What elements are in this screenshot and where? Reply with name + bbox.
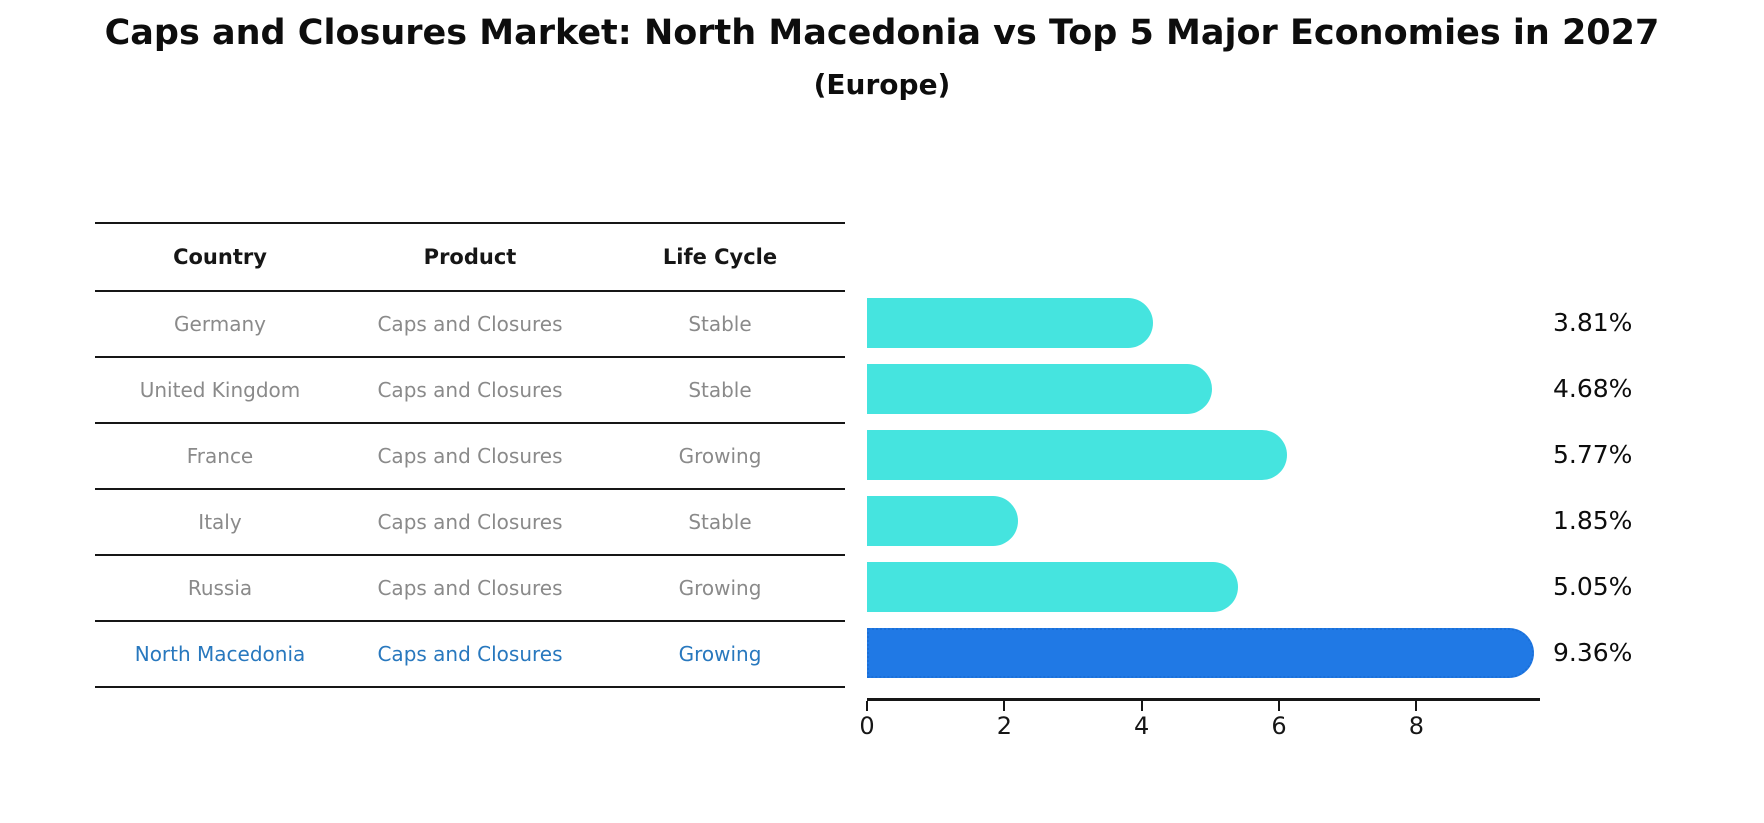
market-table: Country Product Life Cycle Germany Caps a… [95, 222, 845, 688]
cell-product: Caps and Closures [377, 642, 563, 666]
cell-country: Italy [198, 510, 242, 534]
bar-italy [867, 496, 1019, 546]
bar-france [867, 430, 1288, 480]
cell-product: Caps and Closures [377, 444, 563, 468]
chart-subtitle: (Europe) [813, 68, 951, 101]
table-row-north-macedonia: North Macedonia Caps and Closures Growing [95, 622, 845, 688]
value-label-italy: 1.85% [1553, 506, 1633, 535]
bar-north-macedonia [867, 628, 1534, 678]
x-axis-tick-label-0: 0 [859, 712, 875, 740]
table-row-france: France Caps and Closures Growing [95, 424, 845, 490]
cell-life-cycle: Stable [688, 378, 752, 402]
table-row-united-kingdom: United Kingdom Caps and Closures Stable [95, 358, 845, 424]
value-label-germany: 3.81% [1553, 308, 1633, 337]
table-row-italy: Italy Caps and Closures Stable [95, 490, 845, 556]
table-row-russia: Russia Caps and Closures Growing [95, 556, 845, 622]
cell-country: Russia [187, 576, 253, 600]
x-axis-tick-4 [1140, 701, 1143, 711]
bar-germany [867, 298, 1153, 348]
x-axis-tick-label-6: 6 [1271, 712, 1287, 740]
x-axis-tick-label-4: 4 [1134, 712, 1150, 740]
x-axis-tick-label-8: 8 [1408, 712, 1425, 740]
table-row-germany: Germany Caps and Closures Stable [95, 292, 845, 358]
bar-russia [867, 562, 1238, 612]
cell-life-cycle: Growing [678, 444, 762, 468]
cell-product: Caps and Closures [377, 378, 563, 402]
cell-life-cycle: Growing [678, 642, 762, 666]
x-axis-tick-label-2: 2 [996, 712, 1012, 740]
chart-title: Caps and Closures Market: North Macedoni… [104, 13, 1660, 53]
column-header-country: Country [173, 245, 267, 269]
cell-life-cycle: Stable [688, 510, 752, 534]
x-axis-tick-6 [1278, 701, 1281, 711]
cell-country: United Kingdom [139, 378, 301, 402]
x-axis-tick-8 [1415, 701, 1418, 711]
column-header-product: Product [423, 245, 517, 269]
x-axis-tick-0 [866, 701, 868, 711]
cell-product: Caps and Closures [377, 312, 563, 336]
column-header-life-cycle: Life Cycle [662, 245, 778, 269]
table-header-row: Country Product Life Cycle [95, 224, 845, 292]
x-axis-line [867, 698, 1540, 701]
table-body: Germany Caps and Closures Stable United Kin… [95, 292, 845, 688]
cell-country: Germany [174, 312, 266, 336]
cell-life-cycle: Growing [678, 576, 762, 600]
cell-product: Caps and Closures [377, 576, 563, 600]
value-label-north-macedonia: 9.36% [1553, 638, 1633, 667]
cell-country: France [186, 444, 254, 468]
cell-life-cycle: Stable [688, 312, 752, 336]
value-label-united-kingdom: 4.68% [1553, 374, 1633, 403]
x-axis-tick-2 [1003, 701, 1006, 711]
cell-product: Caps and Closures [377, 510, 563, 534]
bar-united-kingdom [867, 364, 1213, 414]
cell-country: North Macedonia [134, 642, 306, 666]
value-label-russia: 5.05% [1553, 572, 1633, 601]
value-label-france: 5.77% [1553, 440, 1633, 469]
